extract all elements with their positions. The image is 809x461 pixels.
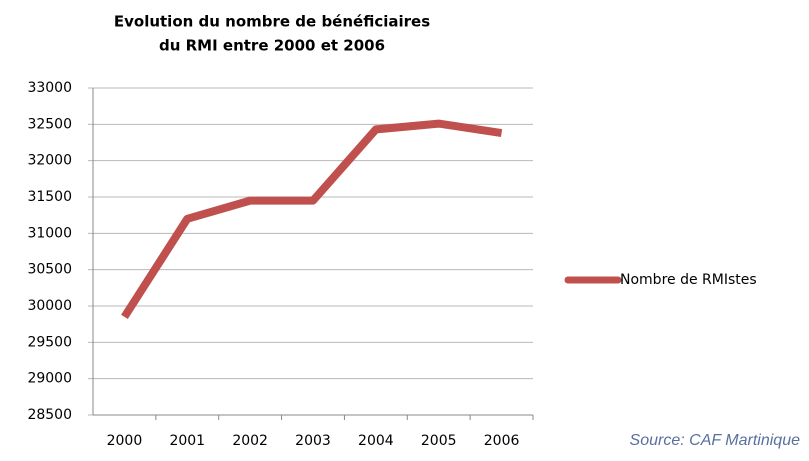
y-tick-label: 29500: [27, 334, 72, 350]
y-tick-label: 33000: [27, 80, 72, 96]
data-line: [121, 119, 503, 320]
x-tick-label: 2004: [358, 433, 394, 449]
x-tick-label: 2005: [421, 433, 457, 449]
x-tick-label: 2002: [232, 433, 268, 449]
chart-title: Evolution du nombre de bénéficiaires: [114, 13, 430, 31]
y-tick-label: 30000: [27, 298, 72, 314]
y-tick-label: 31500: [27, 189, 72, 205]
x-tick-label: 2000: [107, 433, 143, 449]
y-tick-label: 31000: [27, 225, 72, 241]
y-tick-label: 29000: [27, 371, 72, 387]
source-note: Source: CAF Martinique: [630, 432, 801, 449]
legend-label: Nombre de RMIstes: [620, 272, 757, 288]
y-tick-label: 32500: [27, 116, 72, 132]
y-tick-label: 32000: [27, 153, 72, 169]
y-tick-label: 28500: [27, 407, 72, 423]
x-tick-label: 2006: [484, 433, 520, 449]
x-tick-label: 2003: [295, 433, 331, 449]
y-tick-label: 30500: [27, 262, 72, 278]
chart-title: du RMI entre 2000 et 2006: [159, 37, 385, 55]
x-tick-label: 2001: [169, 433, 205, 449]
